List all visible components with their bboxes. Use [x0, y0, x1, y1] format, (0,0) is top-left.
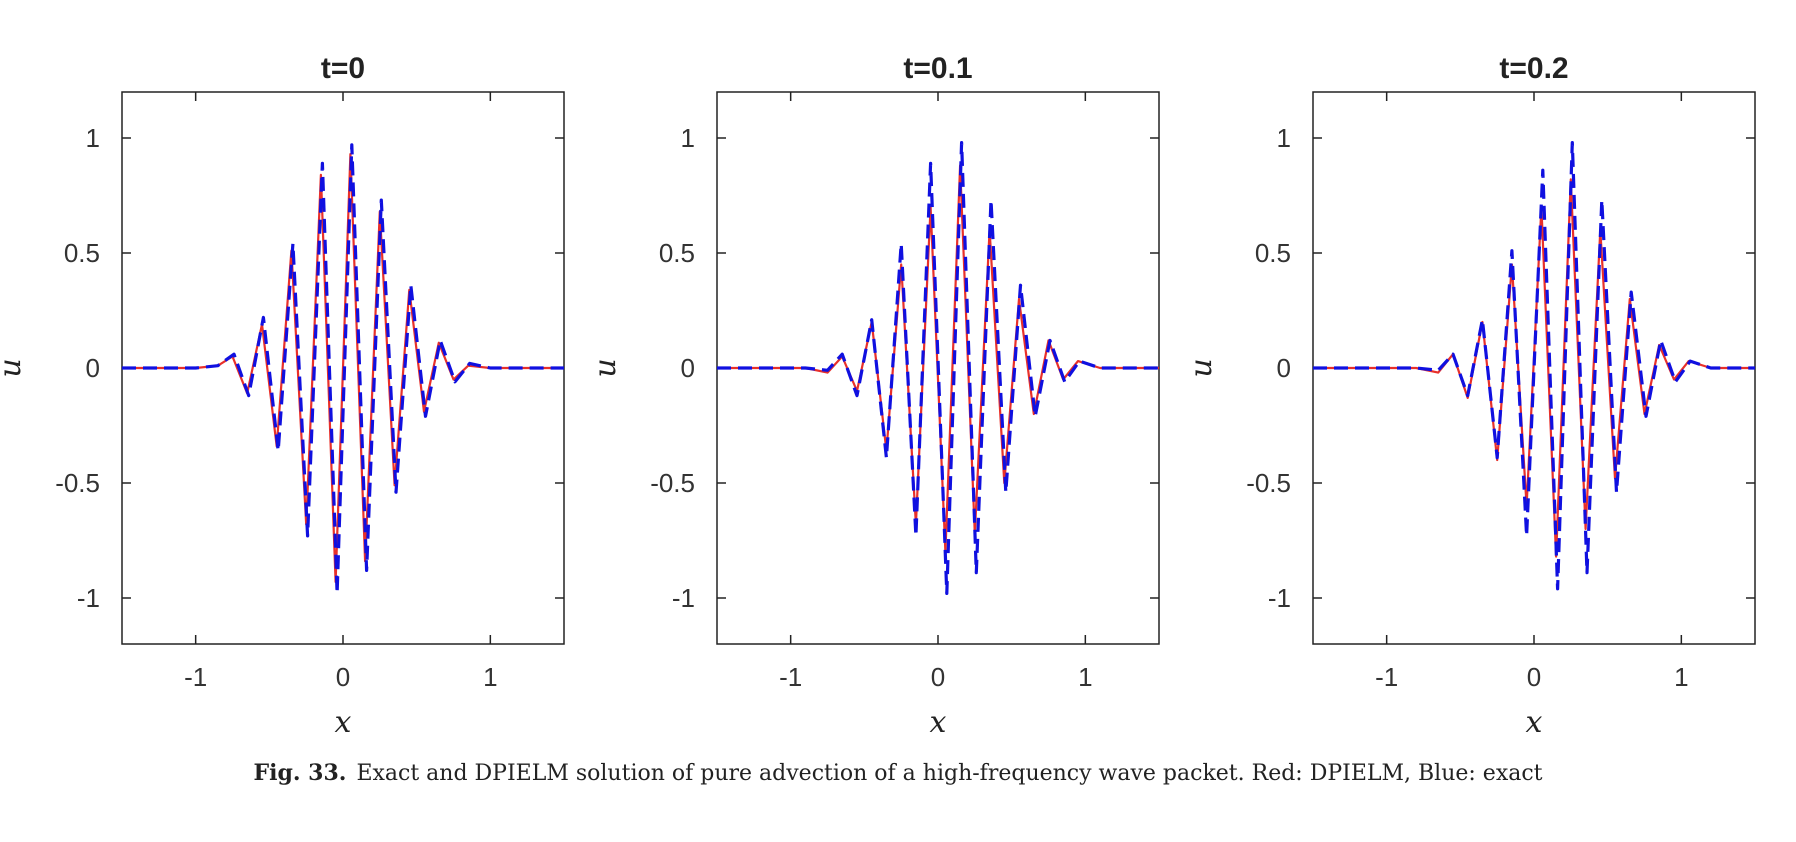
y-tick-label: 0.5: [1255, 238, 1291, 268]
chart-title: t=0.2: [1499, 52, 1568, 85]
series-line-exact: [717, 141, 1159, 596]
y-tick-label: 1: [681, 123, 695, 153]
y-tick-label: -1: [1268, 583, 1291, 613]
chart-panel-3: t=0.2 -1 0 1 -1 -0.5 0 0.5 1 x u: [1184, 52, 1756, 740]
y-tick-label: -1: [77, 583, 100, 613]
x-axis-label: x: [1526, 705, 1543, 740]
y-tick-label: -0.5: [55, 468, 100, 498]
chart-title: t=0: [321, 52, 365, 85]
x-tick-label: 1: [1674, 662, 1688, 692]
y-tick-label: -0.5: [650, 468, 695, 498]
x-tick-label: 1: [1078, 662, 1092, 692]
caption-text: Exact and DPIELM solution of pure advect…: [356, 761, 1543, 786]
y-tick-label: 0.5: [64, 238, 100, 268]
x-tick-label: 0: [1527, 662, 1541, 692]
y-axis-label: u: [588, 358, 623, 377]
y-tick-label: 1: [1277, 123, 1291, 153]
y-axis-label: u: [0, 358, 28, 377]
y-tick-label: 0: [1277, 353, 1291, 383]
x-axis-label: x: [335, 705, 352, 740]
x-tick-label: 1: [483, 662, 497, 692]
x-tick-label: -1: [779, 662, 802, 692]
figure: t=0 -1 0 1 -1 -0.5 0 0.5 1 x u t=0.1 -1 0 1 -1 -0.5 0 0.5 1…: [0, 52, 1756, 740]
x-tick-label: 0: [336, 662, 350, 692]
figure-caption: Fig. 33. Exact and DPIELM solution of pur…: [0, 760, 1796, 786]
chart-panel-2: t=0.1 -1 0 1 -1 -0.5 0 0.5 1 x u: [588, 52, 1160, 740]
series-line-dpielm: [717, 164, 1159, 554]
y-tick-label: 0: [681, 353, 695, 383]
y-axis-label: u: [1184, 358, 1219, 377]
y-tick-label: -0.5: [1246, 468, 1291, 498]
x-tick-label: 0: [931, 662, 945, 692]
x-tick-label: -1: [184, 662, 207, 692]
y-tick-label: -1: [672, 583, 695, 613]
series-line-exact: [122, 143, 564, 596]
caption-label: Fig. 33.: [253, 760, 347, 786]
series-line-exact: [1313, 141, 1755, 591]
y-tick-label: 0.5: [659, 238, 695, 268]
chart-title: t=0.1: [903, 52, 972, 85]
y-tick-label: 1: [86, 123, 100, 153]
x-axis-label: x: [930, 705, 947, 740]
chart-panel-1: t=0 -1 0 1 -1 -0.5 0 0.5 1 x u: [0, 52, 565, 740]
x-tick-label: -1: [1375, 662, 1398, 692]
y-tick-label: 0: [86, 353, 100, 383]
